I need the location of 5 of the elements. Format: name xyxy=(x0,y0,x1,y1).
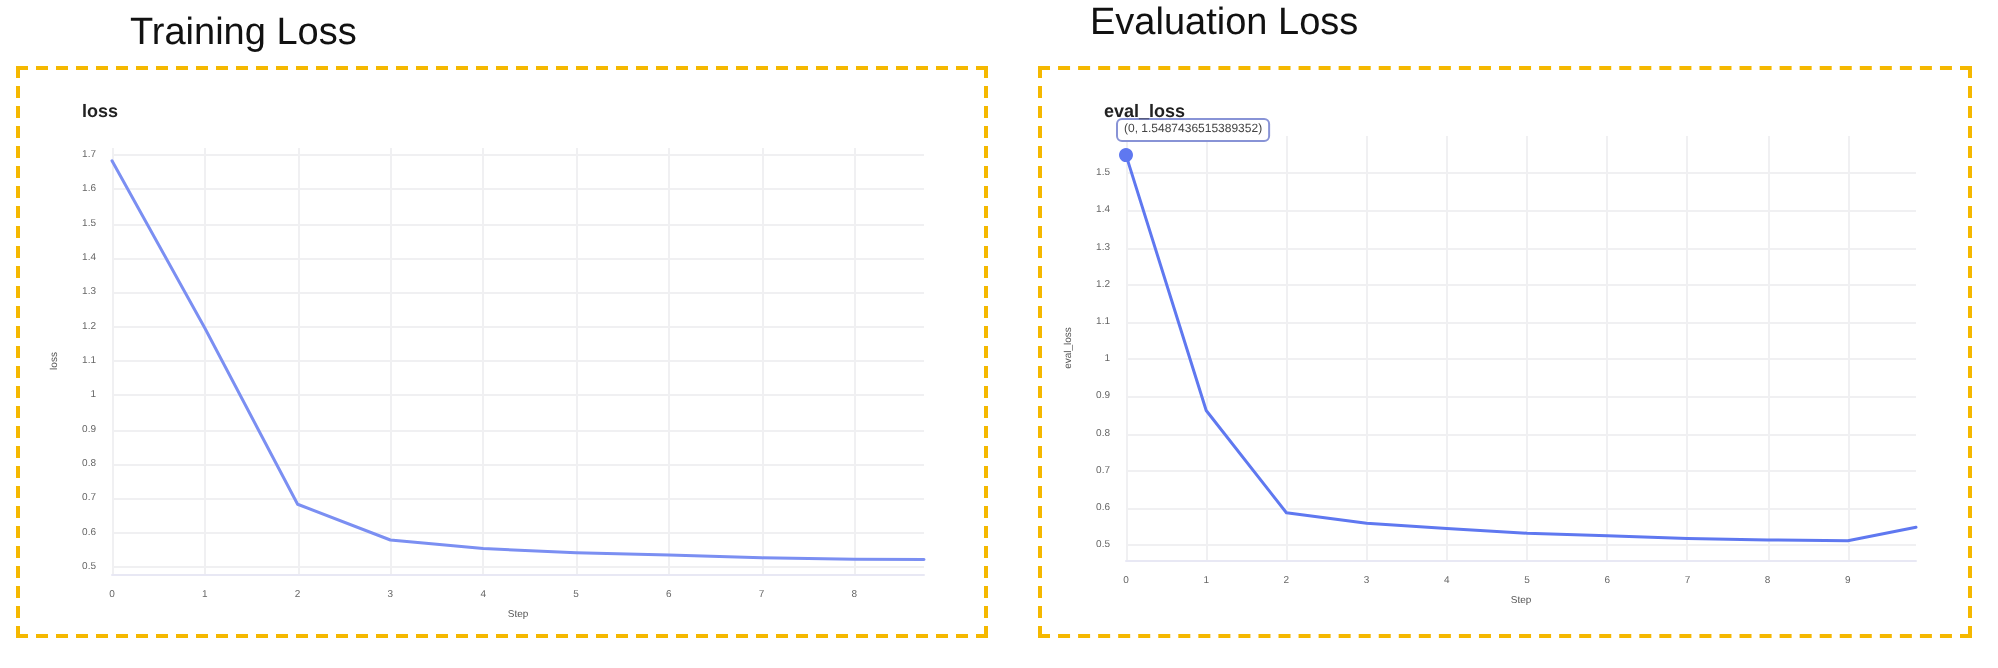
line-series xyxy=(110,159,926,562)
chart-title: Evaluation Loss xyxy=(1090,2,1359,46)
chart-subtitle: eval_loss xyxy=(1104,101,1186,121)
chart-title: Training Loss xyxy=(130,12,357,56)
chart-subtitle: loss xyxy=(82,101,119,121)
